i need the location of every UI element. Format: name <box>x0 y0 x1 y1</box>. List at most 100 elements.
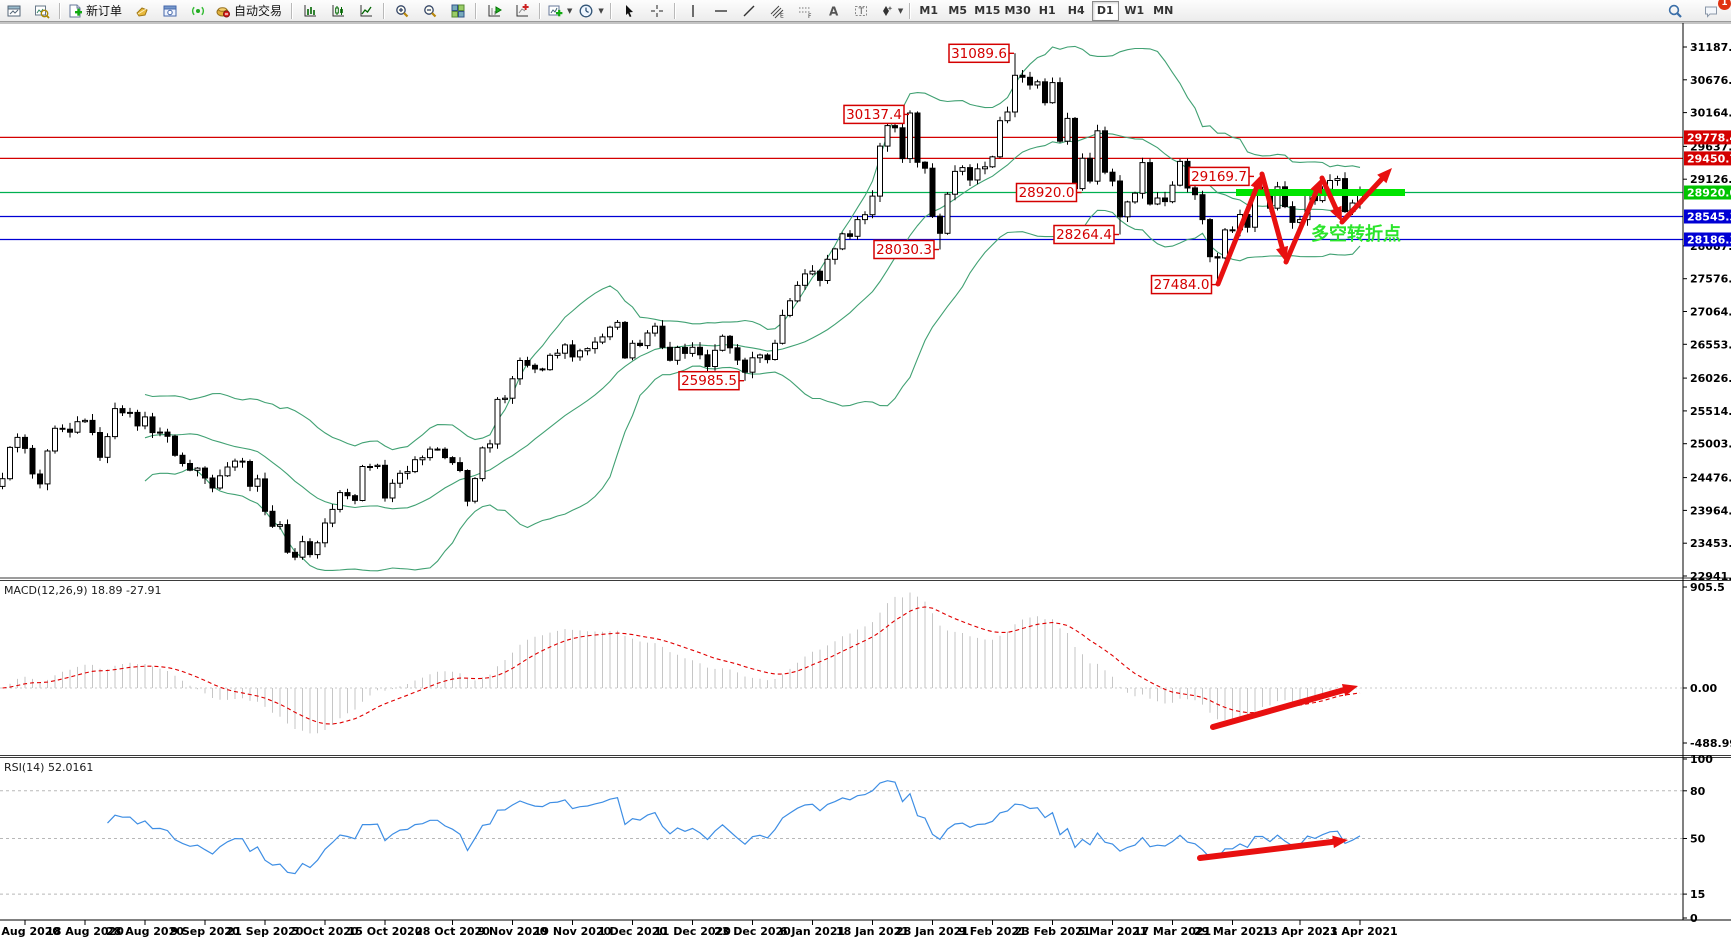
rsi-panel <box>0 780 1683 895</box>
vertical-line-icon <box>692 4 694 17</box>
toolbar-button-bar-chart[interactable] <box>296 0 324 22</box>
svg-text:26553.0: 26553.0 <box>1690 338 1731 351</box>
toolbar-button-crosshair[interactable] <box>643 0 671 22</box>
signal-icon <box>192 6 205 15</box>
toolbar-separator <box>539 2 542 19</box>
timeframe-m5[interactable]: M5 <box>948 3 967 17</box>
toolbar-button-new-chart[interactable]: ▼ <box>544 0 575 22</box>
toolbar-button-market-preview[interactable] <box>28 0 56 22</box>
svg-text:T: T <box>857 7 864 17</box>
price-callouts[interactable]: 31089.6 30137.4 29169.7 28920.0 28264.4 28030… <box>678 43 1254 391</box>
toolbar-button-line-chart[interactable] <box>352 0 380 22</box>
svg-text:1 Dec 2020: 1 Dec 2020 <box>598 925 667 938</box>
svg-text:25985.5: 25985.5 <box>681 373 737 389</box>
timeframe-m15[interactable]: M15 <box>974 3 1001 17</box>
timeframe-mn[interactable]: MN <box>1153 3 1174 17</box>
svg-text:F: F <box>808 13 812 19</box>
rsi-arrow-annotation[interactable] <box>1197 835 1348 861</box>
macd-arrow-annotation[interactable] <box>1210 684 1358 730</box>
toolbar-button-vertical-line[interactable] <box>679 0 707 22</box>
svg-text:23453.0: 23453.0 <box>1690 537 1731 550</box>
toolbar-button-period-clock[interactable]: ▼ <box>575 0 606 22</box>
new-order-icon <box>69 4 82 17</box>
panel-splitter[interactable] <box>0 755 1731 758</box>
text-icon: A <box>829 4 839 18</box>
timeframe-m1[interactable]: M1 <box>919 3 938 17</box>
dropdown-caret-icon[interactable]: ▼ <box>567 6 573 15</box>
toolbar-button-text[interactable]: A <box>819 0 847 22</box>
toolbar-button-trendline[interactable] <box>735 0 763 22</box>
toolbar-button-indicator-window[interactable] <box>480 0 508 22</box>
price-callout[interactable]: 28920.0 <box>1015 182 1082 203</box>
price-callout[interactable]: 27484.0 <box>1150 274 1217 295</box>
toolbar-button-candle-chart[interactable] <box>324 0 352 22</box>
svg-text:26026.0: 26026.0 <box>1690 372 1731 385</box>
toolbar-button-zoom-out[interactable] <box>416 0 444 22</box>
price-callout[interactable]: 28030.3 <box>873 239 939 260</box>
toolbar-button-new-order[interactable]: 新订单 <box>64 0 128 22</box>
toolbar-button-chart-window[interactable] <box>0 0 28 22</box>
chart-canvas[interactable]: 31089.6 30137.4 29169.7 28920.0 28264.4 28030… <box>0 22 1731 941</box>
svg-text:29126.0: 29126.0 <box>1690 173 1731 186</box>
timeframe-d1[interactable]: D1 <box>1091 0 1119 21</box>
toolbar-button-label[interactable]: T <box>847 0 875 22</box>
toolbar-button-tile-windows[interactable] <box>444 0 472 22</box>
toolbar-button-fibonacci[interactable]: E <box>763 0 791 22</box>
toolbar-button-chart-list[interactable] <box>156 0 184 22</box>
horizontal-line-icon <box>714 9 727 12</box>
toolbar-button-channel[interactable]: F <box>791 0 819 22</box>
price-badge: 29778.4 <box>1684 130 1731 145</box>
svg-text:17 Mar 2021: 17 Mar 2021 <box>1134 925 1211 938</box>
zigzag-arrow-annotation[interactable] <box>1215 168 1392 287</box>
dropdown-caret-icon[interactable]: ▼ <box>598 6 604 15</box>
toolbar-button-horizontal-line[interactable] <box>707 0 735 22</box>
svg-text:18 Jan 2021: 18 Jan 2021 <box>836 925 909 938</box>
toolbar-button-signal[interactable] <box>184 0 212 22</box>
svg-text:9 Sep 2020: 9 Sep 2020 <box>170 925 240 938</box>
svg-text:50: 50 <box>1690 833 1706 846</box>
toolbar-button-add-indicator[interactable] <box>508 0 536 22</box>
svg-text:28920.0: 28920.0 <box>1687 187 1731 200</box>
toolbar-button-auto-trading[interactable]: 自动交易 <box>212 0 288 22</box>
toolbar-separator <box>475 2 478 19</box>
toolbar-button-indicators[interactable] <box>128 0 156 22</box>
panel-splitter[interactable] <box>0 577 1731 581</box>
toolbar-button-cursor[interactable] <box>615 0 643 22</box>
timeframe-w1[interactable]: W1 <box>1124 3 1145 17</box>
svg-text:0: 0 <box>1690 912 1698 925</box>
chart-window-icon <box>7 5 21 16</box>
svg-text:31187.5: 31187.5 <box>1690 41 1731 54</box>
price-callout[interactable]: 29169.7 <box>1188 166 1254 187</box>
price-callout[interactable]: 28264.4 <box>1053 224 1119 245</box>
price-badge: 28545.3 <box>1684 209 1731 224</box>
timeframe-m30[interactable]: M30 <box>1004 3 1031 17</box>
price-callout[interactable]: 31089.6 <box>948 43 1014 64</box>
dropdown-caret-icon[interactable]: ▼ <box>897 6 904 15</box>
turning-point-note[interactable]: 多空转折点 <box>1311 223 1401 245</box>
toolbar-button-shapes[interactable]: ▼ <box>875 0 906 22</box>
toolbar-button-zoom-in[interactable] <box>388 0 416 22</box>
search-icon <box>1668 4 1682 18</box>
timeframe-h4[interactable]: H4 <box>1067 3 1085 17</box>
svg-text:25003.0: 25003.0 <box>1690 438 1731 451</box>
cursor-icon <box>625 4 633 17</box>
toolbar-separator <box>909 2 912 19</box>
search-button[interactable] <box>1661 0 1689 22</box>
chat-icon <box>1705 6 1717 18</box>
hline-objects[interactable] <box>0 136 1683 241</box>
price-callout[interactable]: 25985.5 <box>678 370 744 391</box>
svg-text:23 Apr 2021: 23 Apr 2021 <box>1322 925 1397 938</box>
price-axis[interactable]: 31187.530676.030164.529637.529126.028087… <box>1683 41 1731 925</box>
chart-list-icon <box>163 5 177 16</box>
toolbar-separator <box>673 2 676 19</box>
svg-text:21 Sep 2020: 21 Sep 2020 <box>227 925 304 938</box>
timeframe-h1[interactable]: H1 <box>1038 3 1056 17</box>
notifications-button[interactable]: 1 <box>1697 0 1731 22</box>
price-callout[interactable]: 30137.4 <box>843 104 909 125</box>
svg-text:30137.4: 30137.4 <box>846 107 902 123</box>
svg-text:11 Dec 2020: 11 Dec 2020 <box>654 925 731 938</box>
svg-text:27064.5: 27064.5 <box>1690 306 1731 319</box>
svg-text:15: 15 <box>1690 888 1705 901</box>
svg-text:27484.0: 27484.0 <box>1154 277 1210 293</box>
